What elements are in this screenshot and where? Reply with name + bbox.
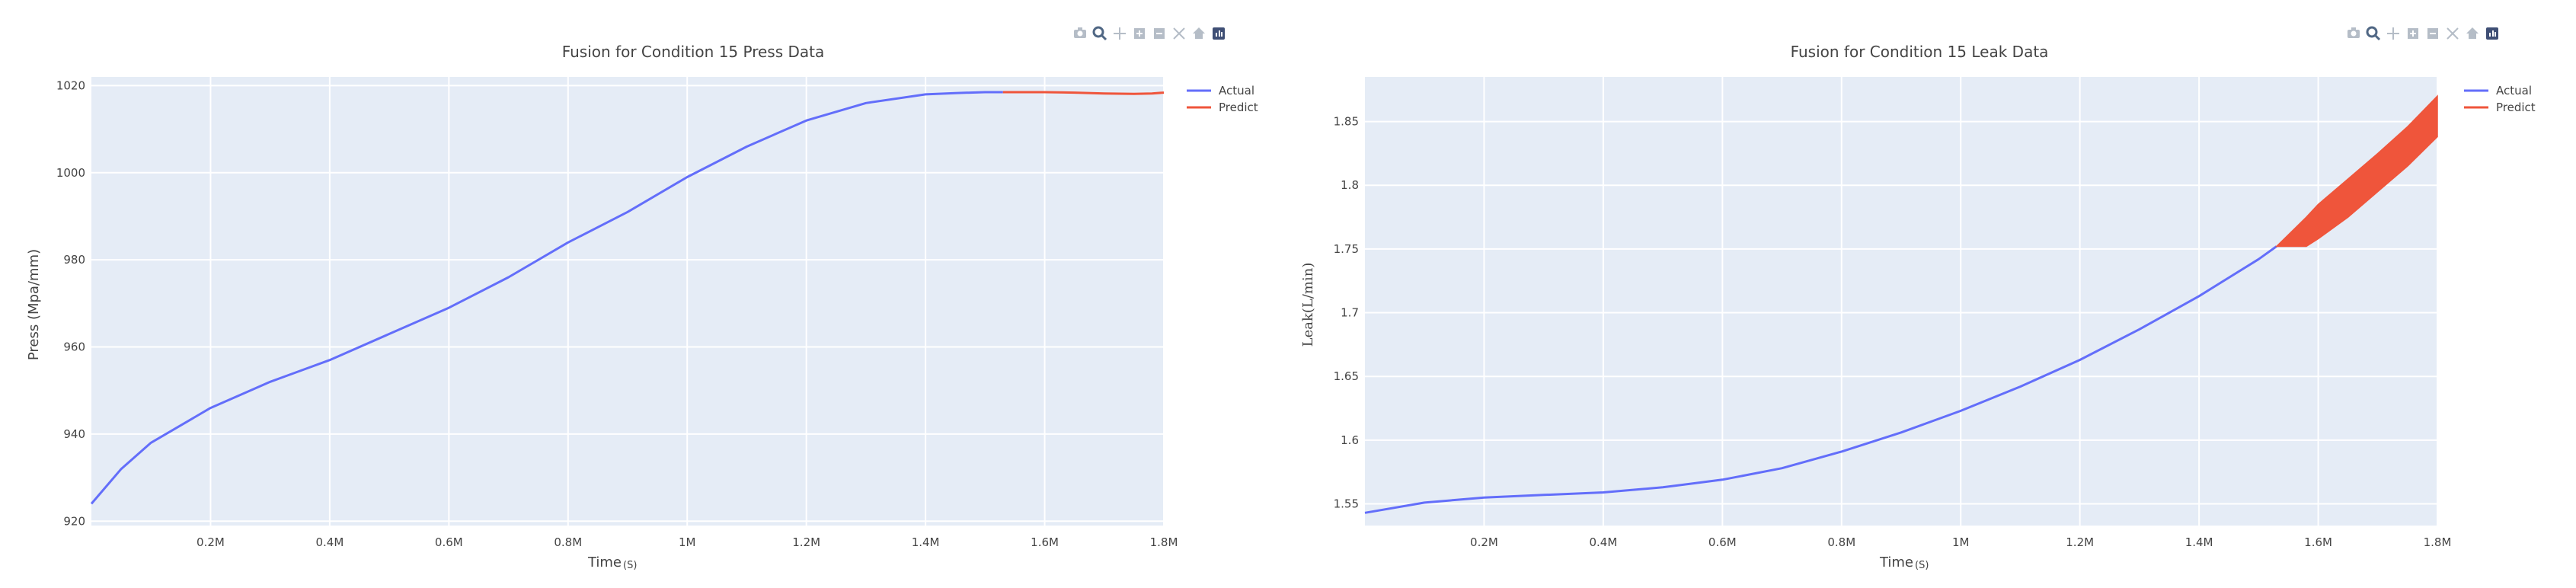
x-tick-label: 0.6M	[1708, 535, 1737, 549]
y-tick-label: 940	[63, 427, 85, 441]
x-axis-unit: (S)	[623, 560, 637, 571]
chart-title: Fusion for Condition 15 Press Data	[562, 43, 825, 61]
grid-lines	[1365, 77, 2438, 526]
y-axis-label: Press (Mpa/mm)	[26, 249, 42, 360]
y-tick-label: 1.85	[1334, 115, 1359, 129]
series-predict-band	[2274, 94, 2438, 248]
camera-icon[interactable]	[2347, 27, 2360, 38]
plot-area	[91, 77, 1164, 526]
x-tick-label: 1.2M	[792, 535, 820, 549]
y-tick-label: 1.55	[1334, 497, 1359, 511]
x-tick-label: 1.4M	[912, 535, 940, 549]
legend[interactable]: Actual Predict	[1187, 84, 1258, 114]
plotly-logo-icon[interactable]	[2486, 27, 2498, 40]
x-tick-label: 1M	[679, 535, 696, 549]
series-actual-line	[1364, 245, 2277, 514]
x-tick-label: 1.2M	[2066, 535, 2094, 549]
camera-icon[interactable]	[1074, 27, 1086, 38]
plotly-logo-icon[interactable]	[1213, 27, 1225, 40]
x-tick-label: 1.6M	[2304, 535, 2332, 549]
legend-label-predict: Predict	[2496, 101, 2536, 114]
x-tick-label: 0.8M	[554, 535, 582, 549]
leak-chart: Fusion for Condition 15 Leak Data 0.2M 0.…	[1287, 0, 2576, 588]
series-group	[90, 91, 1165, 505]
zoom-out-icon[interactable]	[2427, 28, 2438, 39]
x-axis-label: Time	[1879, 554, 1913, 570]
x-tick-label: 1.4M	[2185, 535, 2213, 549]
zoom-in-icon[interactable]	[1134, 28, 1145, 39]
y-tick-labels: 1.55 1.6 1.65 1.7 1.75 1.8 1.85	[1334, 115, 1359, 511]
x-tick-label: 0.4M	[1589, 535, 1617, 549]
chart-title: Fusion for Condition 15 Leak Data	[1791, 43, 2049, 61]
x-tick-label: 0.8M	[1827, 535, 1855, 549]
pan-icon[interactable]	[2387, 27, 2399, 40]
modebar	[2347, 26, 2498, 41]
x-tick-label: 0.6M	[435, 535, 463, 549]
y-tick-label: 1000	[56, 166, 85, 180]
autoscale-icon[interactable]	[2447, 27, 2459, 40]
y-tick-label: 1.7	[1341, 306, 1359, 320]
zoom-out-icon[interactable]	[1154, 28, 1165, 39]
home-icon[interactable]	[1193, 27, 1205, 39]
y-tick-label: 1.8	[1341, 178, 1359, 192]
pan-icon[interactable]	[1114, 27, 1126, 40]
plot-area	[1365, 77, 2437, 526]
x-tick-label: 0.2M	[197, 535, 225, 549]
x-axis-label: Time	[587, 554, 622, 570]
series-actual-line	[90, 91, 1003, 505]
grid-lines	[91, 77, 1165, 526]
y-tick-label: 980	[63, 253, 85, 267]
modebar	[1074, 26, 1225, 41]
x-tick-label: 1.6M	[1031, 535, 1059, 549]
x-tick-label: 1.8M	[1150, 535, 1178, 549]
legend-label-predict: Predict	[1219, 101, 1258, 114]
legend-label-actual: Actual	[2496, 84, 2532, 97]
y-tick-label: 1.65	[1334, 369, 1359, 383]
zoom-icon[interactable]	[2366, 26, 2381, 41]
y-tick-labels: 920 940 960 980 1000 1020	[56, 78, 85, 528]
y-tick-label: 1.6	[1341, 433, 1359, 447]
x-tick-label: 1.8M	[2424, 535, 2452, 549]
series-predict-line	[1002, 91, 1165, 95]
series-group	[1364, 94, 2438, 514]
y-tick-label: 1020	[56, 78, 85, 92]
press-chart-svg: Fusion for Condition 15 Press Data 0.2M 0…	[26, 26, 1258, 571]
leak-chart-svg: Fusion for Condition 15 Leak Data 0.2M 0.…	[1300, 26, 2536, 571]
home-icon[interactable]	[2466, 27, 2479, 39]
y-tick-label: 920	[63, 514, 85, 528]
y-tick-label: 1.75	[1334, 242, 1359, 256]
x-tick-labels: 0.2M 0.4M 0.6M 0.8M 1M 1.2M 1.4M 1.6M 1.8M	[197, 535, 1178, 549]
x-tick-label: 0.2M	[1470, 535, 1498, 549]
autoscale-icon[interactable]	[1173, 27, 1185, 40]
legend-label-actual: Actual	[1219, 84, 1254, 97]
legend[interactable]: Actual Predict	[2464, 84, 2536, 114]
zoom-icon[interactable]	[1092, 26, 1107, 41]
y-tick-label: 960	[63, 340, 85, 354]
press-chart: Fusion for Condition 15 Press Data 0.2M 0…	[0, 0, 1287, 588]
x-tick-labels: 0.2M 0.4M 0.6M 0.8M 1M 1.2M 1.4M 1.6M 1.8M	[1470, 535, 2451, 549]
zoom-in-icon[interactable]	[2408, 28, 2418, 39]
x-axis-unit: (S)	[1915, 560, 1929, 571]
y-axis-label: Leak(L/min)	[1300, 263, 1316, 347]
x-tick-label: 0.4M	[315, 535, 344, 549]
x-tick-label: 1M	[1952, 535, 1970, 549]
